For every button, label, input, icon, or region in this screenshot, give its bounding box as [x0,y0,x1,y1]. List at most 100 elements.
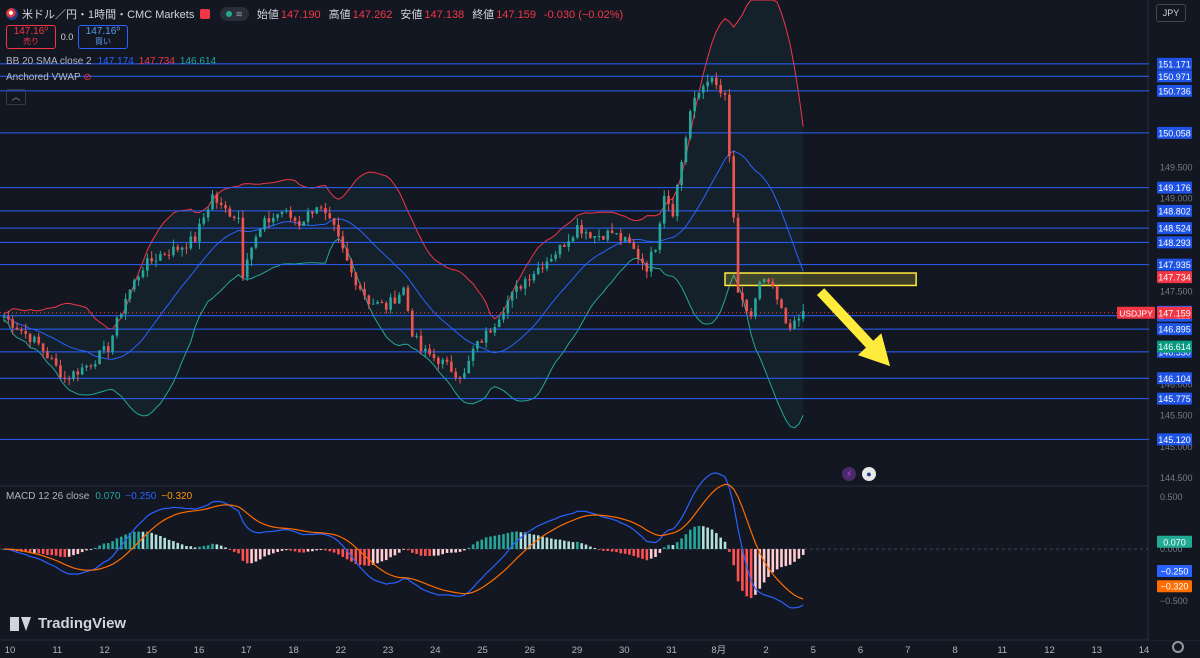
trade-panel: 147.16⁰ 売り 0.0 147.16⁰ 買い [6,25,128,49]
macd-histogram-bar [332,549,336,553]
us-flag-icon[interactable]: ● [862,467,876,481]
candle-body [654,249,657,252]
bb-lower-label: 146.614 [1158,342,1191,352]
candle-body [232,216,236,218]
hidden-indicator-icon[interactable]: ⊘ [83,72,92,83]
macd-histogram-bar [33,549,36,553]
macd-histogram-bar [402,549,405,550]
candle-body [119,313,123,318]
bb-upper-label-box [1157,271,1192,284]
candle-body [98,350,101,365]
macd-histogram-bar [723,541,727,550]
candle-body [632,242,636,249]
price-tick-label: 149.500 [1160,163,1193,173]
candle-body [515,286,518,292]
candle-body [593,236,597,238]
candle-body [358,285,362,289]
macd-histogram-bar [276,549,279,552]
macd-histogram-bar [563,540,566,550]
price-tick-label: 147.500 [1160,287,1193,297]
macd-histogram-bar [419,549,423,556]
candle-body [176,246,180,250]
macd-histogram-bar [545,537,549,550]
candle-body [397,294,401,304]
macd-histogram-bar [576,541,579,550]
macd-histogram-bar [610,549,614,552]
time-tick-label: 8 [952,645,957,656]
event-flash-icon[interactable]: ⚡ [842,467,856,481]
candle-body [767,279,770,282]
macd-histogram-bar [506,532,510,550]
macd-histogram-bar [28,549,32,554]
candle-body [124,298,127,314]
macd-histogram-bar [541,536,544,550]
macd-histogram-bar [801,549,805,555]
vwap-legend[interactable]: Anchored VWAP ⊘ [6,72,92,83]
macd-histogram-bar [780,549,783,568]
candle-body [728,94,731,157]
buy-button[interactable]: 147.16⁰ 買い [78,25,128,49]
candle-body [610,230,614,234]
settings-gear-icon[interactable] [1172,641,1184,653]
level-label: 150.736 [1158,86,1191,96]
candle-body [424,348,427,352]
macd-histogram-bar [371,549,375,565]
bb-lower-line [3,238,804,429]
candle-body [280,211,284,215]
macd-histogram-bar [298,549,301,553]
candle-body [519,286,523,289]
macd-histogram-bar [89,549,93,550]
candle-body [528,279,531,281]
macd-histogram-bar [667,544,670,550]
macd-legend[interactable]: MACD 12 26 close 0.070 −0.250 −0.320 [6,491,193,502]
candle-body [571,237,575,242]
resistance-zone-box[interactable] [724,272,917,287]
level-label-box [1157,204,1192,217]
candle-body [185,247,188,249]
macd-histogram-bar [688,529,692,550]
time-tick-label: 12 [1044,645,1055,656]
macd-histogram-bar [263,549,266,557]
candle-body [741,292,744,300]
candle-body [228,208,232,217]
currency-selector[interactable]: JPY [1156,4,1186,22]
candle-body [172,246,175,256]
macd-histogram-bar [254,549,258,562]
collapse-legend-button[interactable]: ︿ [6,89,26,105]
candle-body [20,329,23,332]
macd-histogram-bar [428,549,431,556]
candle-body [276,214,279,218]
level-label-box [1157,323,1192,336]
level-label-box [1157,222,1192,235]
ohlc-value: -0.030 (−0.02%) [543,9,624,21]
time-tick-label: 7 [905,645,910,656]
candle-body [428,348,431,355]
candle-body [46,351,49,359]
market-status-pill[interactable]: ≋ [220,7,249,21]
candle-body [793,320,796,329]
bb-legend[interactable]: BB 20 SMA close 2 147.174 147.734 146.614 [6,56,217,67]
level-label: 147.935 [1158,260,1191,270]
macd-histogram-bar [728,549,731,552]
level-label-box [1157,236,1192,249]
down-arrow-shape[interactable] [816,288,891,367]
macd-histogram-bar [54,549,58,556]
candle-body [54,358,58,366]
candle-body [567,241,570,247]
macd-histogram-bar [128,532,132,550]
candle-body [133,280,136,290]
alert-icon[interactable] [200,9,211,19]
macd-histogram-bar [293,549,297,552]
symbol-title[interactable]: 米ドル／円・1時間・CMC Markets [22,9,195,21]
candle-body [50,358,54,360]
macd-histogram-bar [124,534,127,550]
level-label-box [1157,181,1192,194]
candle-body [350,260,353,273]
macd-histogram-bar [467,547,471,550]
level-label-box [1157,84,1192,97]
sell-button[interactable]: 147.16⁰ 売り [6,25,56,49]
macd-histogram-bar [754,549,757,595]
candle-body [580,225,583,234]
candle-body [697,92,701,98]
